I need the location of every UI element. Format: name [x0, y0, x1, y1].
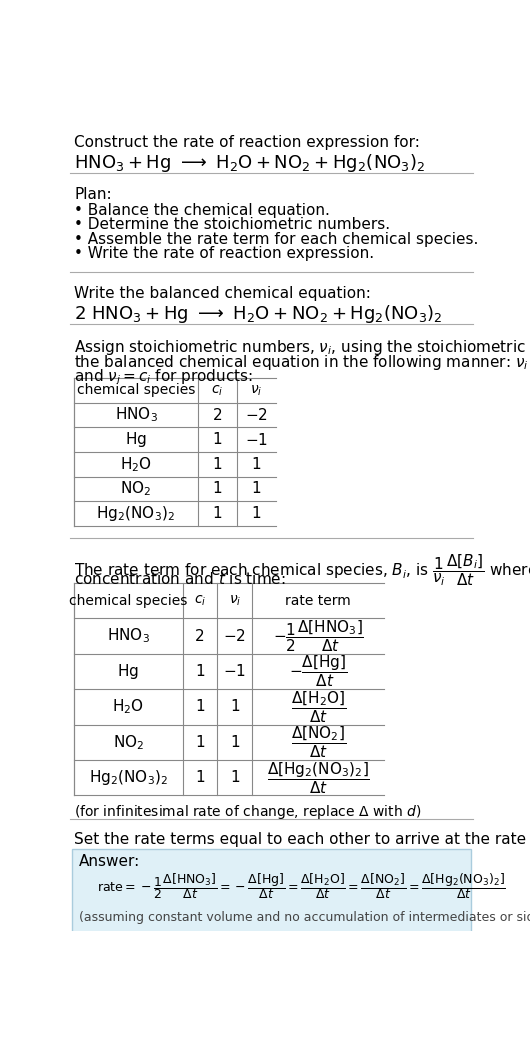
- Text: $\mathrm{NO_2}$: $\mathrm{NO_2}$: [113, 733, 144, 752]
- Text: $\mathrm{NO_2}$: $\mathrm{NO_2}$: [120, 480, 152, 498]
- Text: Set the rate terms equal to each other to arrive at the rate expression:: Set the rate terms equal to each other t…: [74, 833, 530, 847]
- Text: $\mathrm{HNO_3 + Hg\ \longrightarrow\ H_2O + NO_2 + Hg_2(NO_3)_2}$: $\mathrm{HNO_3 + Hg\ \longrightarrow\ H_…: [74, 152, 425, 174]
- Text: 1: 1: [213, 481, 222, 497]
- Text: $\nu_i$: $\nu_i$: [228, 593, 241, 608]
- Text: 1: 1: [251, 457, 261, 472]
- Text: • Assemble the rate term for each chemical species.: • Assemble the rate term for each chemic…: [74, 232, 479, 247]
- Text: $\nu_i$: $\nu_i$: [250, 383, 262, 397]
- Text: 1: 1: [213, 432, 222, 448]
- Text: 1: 1: [230, 734, 240, 750]
- FancyBboxPatch shape: [73, 849, 471, 932]
- Text: $\mathrm{HNO_3}$: $\mathrm{HNO_3}$: [107, 627, 149, 645]
- Text: (assuming constant volume and no accumulation of intermediates or side products): (assuming constant volume and no accumul…: [78, 911, 530, 924]
- Text: 1: 1: [251, 481, 261, 497]
- Text: 1: 1: [195, 734, 205, 750]
- Text: $-2$: $-2$: [223, 628, 246, 644]
- Text: concentration and $t$ is time:: concentration and $t$ is time:: [74, 570, 286, 587]
- Text: 2: 2: [213, 408, 222, 423]
- Text: chemical species: chemical species: [77, 384, 195, 397]
- Text: 1: 1: [230, 770, 240, 786]
- Text: $-\dfrac{1}{2}\dfrac{\Delta[\mathrm{HNO_3}]}{\Delta t}$: $-\dfrac{1}{2}\dfrac{\Delta[\mathrm{HNO_…: [272, 618, 364, 654]
- Text: • Balance the chemical equation.: • Balance the chemical equation.: [74, 203, 330, 218]
- Text: $-2$: $-2$: [245, 407, 268, 423]
- Text: $c_i$: $c_i$: [194, 593, 206, 608]
- Text: Construct the rate of reaction expression for:: Construct the rate of reaction expressio…: [74, 135, 420, 150]
- Text: $-1$: $-1$: [223, 663, 246, 680]
- Text: 1: 1: [213, 457, 222, 472]
- Text: and $\nu_i = c_i$ for products:: and $\nu_i = c_i$ for products:: [74, 367, 253, 386]
- Text: $\mathrm{Hg_2(NO_3)_2}$: $\mathrm{Hg_2(NO_3)_2}$: [96, 504, 175, 523]
- Text: Write the balanced chemical equation:: Write the balanced chemical equation:: [74, 286, 371, 300]
- Text: $\mathrm{Hg_2(NO_3)_2}$: $\mathrm{Hg_2(NO_3)_2}$: [89, 768, 168, 788]
- Text: 1: 1: [195, 664, 205, 679]
- Text: $c_i$: $c_i$: [211, 383, 224, 397]
- Text: 1: 1: [213, 506, 222, 521]
- Text: 1: 1: [230, 700, 240, 714]
- Text: 2: 2: [195, 629, 205, 643]
- Text: $-\dfrac{\Delta[\mathrm{Hg}]}{\Delta t}$: $-\dfrac{\Delta[\mathrm{Hg}]}{\Delta t}$: [289, 654, 347, 689]
- Text: rate term: rate term: [285, 594, 351, 608]
- Text: $\mathrm{rate} = -\dfrac{1}{2}\dfrac{\Delta[\mathrm{HNO_3}]}{\Delta t} = -\dfrac: $\mathrm{rate} = -\dfrac{1}{2}\dfrac{\De…: [97, 871, 506, 901]
- Text: 1: 1: [251, 506, 261, 521]
- Text: $-1$: $-1$: [245, 432, 268, 448]
- Text: $\mathrm{HNO_3}$: $\mathrm{HNO_3}$: [114, 406, 157, 425]
- Text: $\dfrac{\Delta[\mathrm{NO_2}]}{\Delta t}$: $\dfrac{\Delta[\mathrm{NO_2}]}{\Delta t}…: [290, 725, 346, 760]
- Text: chemical species: chemical species: [69, 594, 188, 608]
- Text: Plan:: Plan:: [74, 187, 112, 202]
- Text: $\dfrac{\Delta[\mathrm{H_2O}]}{\Delta t}$: $\dfrac{\Delta[\mathrm{H_2O}]}{\Delta t}…: [290, 689, 346, 725]
- Text: Answer:: Answer:: [78, 854, 140, 869]
- Text: 1: 1: [195, 770, 205, 786]
- Text: • Determine the stoichiometric numbers.: • Determine the stoichiometric numbers.: [74, 218, 390, 232]
- Text: 1: 1: [195, 700, 205, 714]
- Text: $\mathrm{H_2O}$: $\mathrm{H_2O}$: [112, 698, 144, 717]
- Text: Assign stoichiometric numbers, $\nu_i$, using the stoichiometric coefficients, $: Assign stoichiometric numbers, $\nu_i$, …: [74, 338, 530, 357]
- Text: (for infinitesimal rate of change, replace $\Delta$ with $d$): (for infinitesimal rate of change, repla…: [74, 803, 421, 821]
- Text: The rate term for each chemical species, $B_i$, is $\dfrac{1}{\nu_i}\dfrac{\Delt: The rate term for each chemical species,…: [74, 552, 530, 588]
- Text: $\mathrm{H_2O}$: $\mathrm{H_2O}$: [120, 455, 152, 474]
- Text: the balanced chemical equation in the following manner: $\nu_i = -c_i$ for react: the balanced chemical equation in the fo…: [74, 353, 530, 371]
- Text: $\mathrm{Hg}$: $\mathrm{Hg}$: [125, 430, 147, 449]
- Text: $\mathrm{Hg}$: $\mathrm{Hg}$: [117, 662, 139, 681]
- Text: • Write the rate of reaction expression.: • Write the rate of reaction expression.: [74, 247, 374, 262]
- Text: $\mathrm{2\ HNO_3 + Hg\ \longrightarrow\ H_2O + NO_2 + Hg_2(NO_3)_2}$: $\mathrm{2\ HNO_3 + Hg\ \longrightarrow\…: [74, 302, 443, 324]
- Text: $\dfrac{\Delta[\mathrm{Hg_2(NO_3)_2}]}{\Delta t}$: $\dfrac{\Delta[\mathrm{Hg_2(NO_3)_2}]}{\…: [267, 759, 369, 796]
